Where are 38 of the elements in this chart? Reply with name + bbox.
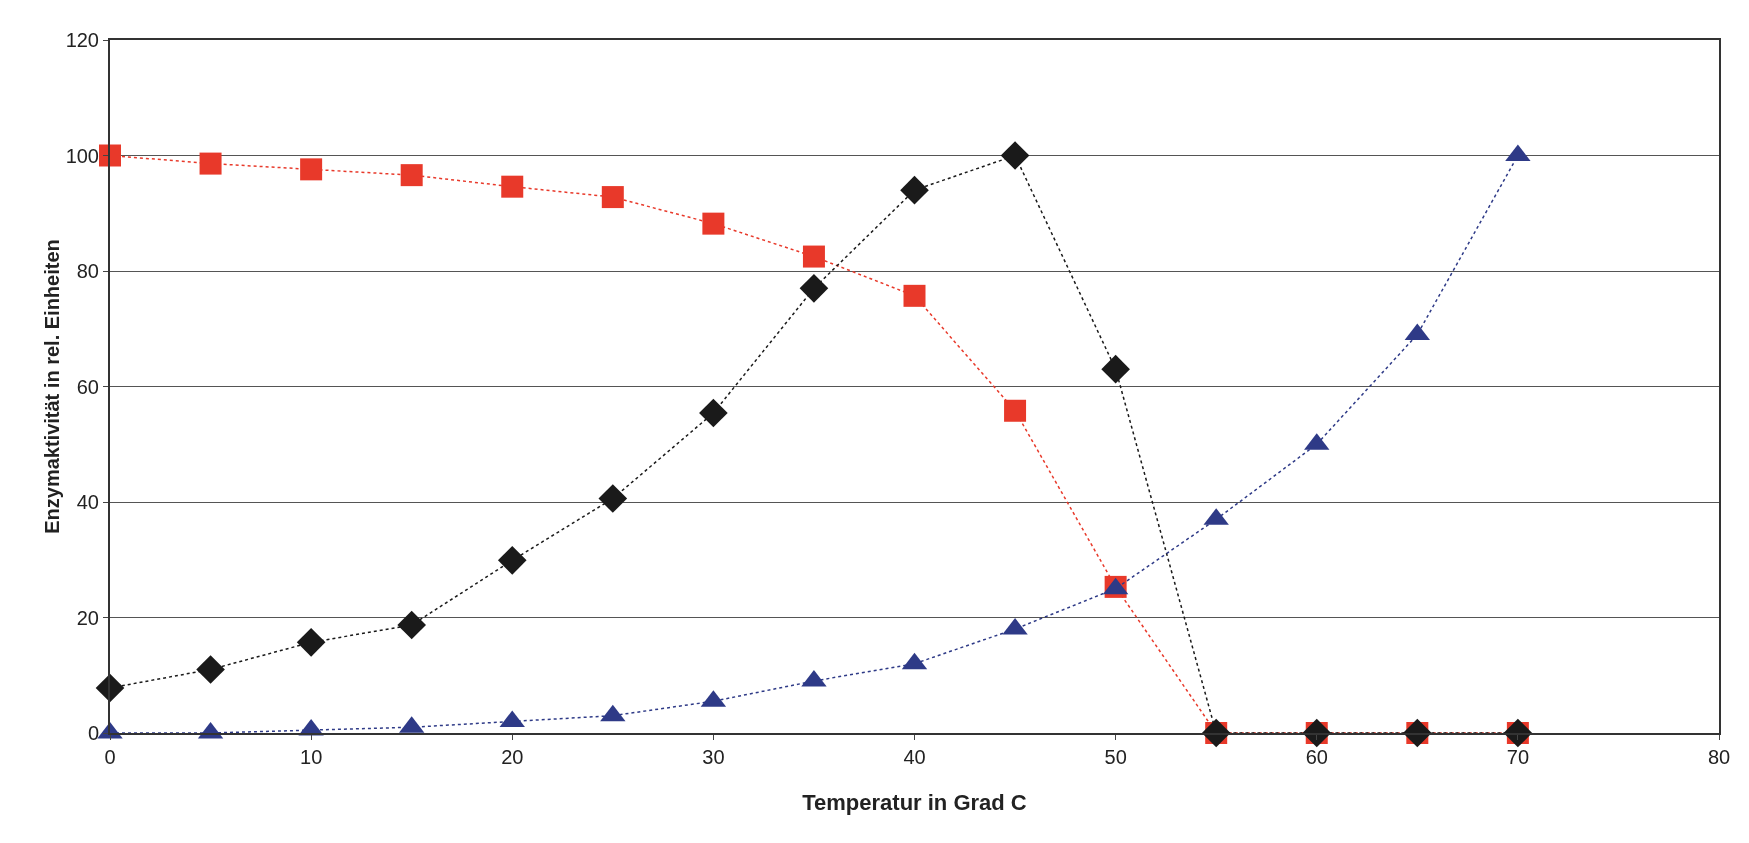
- point: [802, 245, 825, 268]
- point: [1101, 354, 1130, 384]
- y-tick-label: 100: [65, 144, 99, 167]
- x-tick-label: 30: [702, 746, 725, 768]
- point: [799, 274, 829, 303]
- point: [397, 610, 426, 640]
- y-tick-label: 40: [76, 491, 99, 513]
- point: [501, 175, 524, 198]
- y-axis-title: Enzymaktivität in rel. Einheiten: [41, 239, 63, 534]
- point: [196, 655, 225, 684]
- point: [1004, 399, 1027, 422]
- x-tick-label: 10: [300, 746, 323, 768]
- x-tick-label: 50: [1104, 746, 1127, 768]
- point: [900, 175, 929, 205]
- point: [99, 144, 121, 167]
- y-tick-label: 20: [76, 606, 99, 629]
- x-tick-label: 60: [1305, 746, 1328, 768]
- point: [601, 186, 624, 209]
- point: [699, 398, 728, 428]
- point: [1000, 141, 1030, 170]
- x-axis-title: Temperatur in Grad C: [802, 790, 1027, 815]
- point: [598, 484, 628, 513]
- point: [903, 284, 926, 307]
- x-tick-label: 80: [1707, 746, 1731, 768]
- y-tick-label: 80: [76, 260, 99, 282]
- y-tick-label: 0: [87, 722, 99, 744]
- point: [400, 164, 423, 187]
- point: [296, 628, 326, 657]
- point: [702, 212, 725, 235]
- x-tick-label: 0: [104, 746, 116, 768]
- x-tick-label: 40: [903, 746, 926, 768]
- y-tick-label: 60: [76, 375, 99, 398]
- x-tick-label: 20: [501, 746, 524, 768]
- point: [199, 152, 222, 175]
- x-tick-label: 70: [1506, 746, 1530, 768]
- point: [300, 158, 323, 181]
- point: [497, 546, 527, 575]
- y-tick-label: 120: [65, 29, 99, 51]
